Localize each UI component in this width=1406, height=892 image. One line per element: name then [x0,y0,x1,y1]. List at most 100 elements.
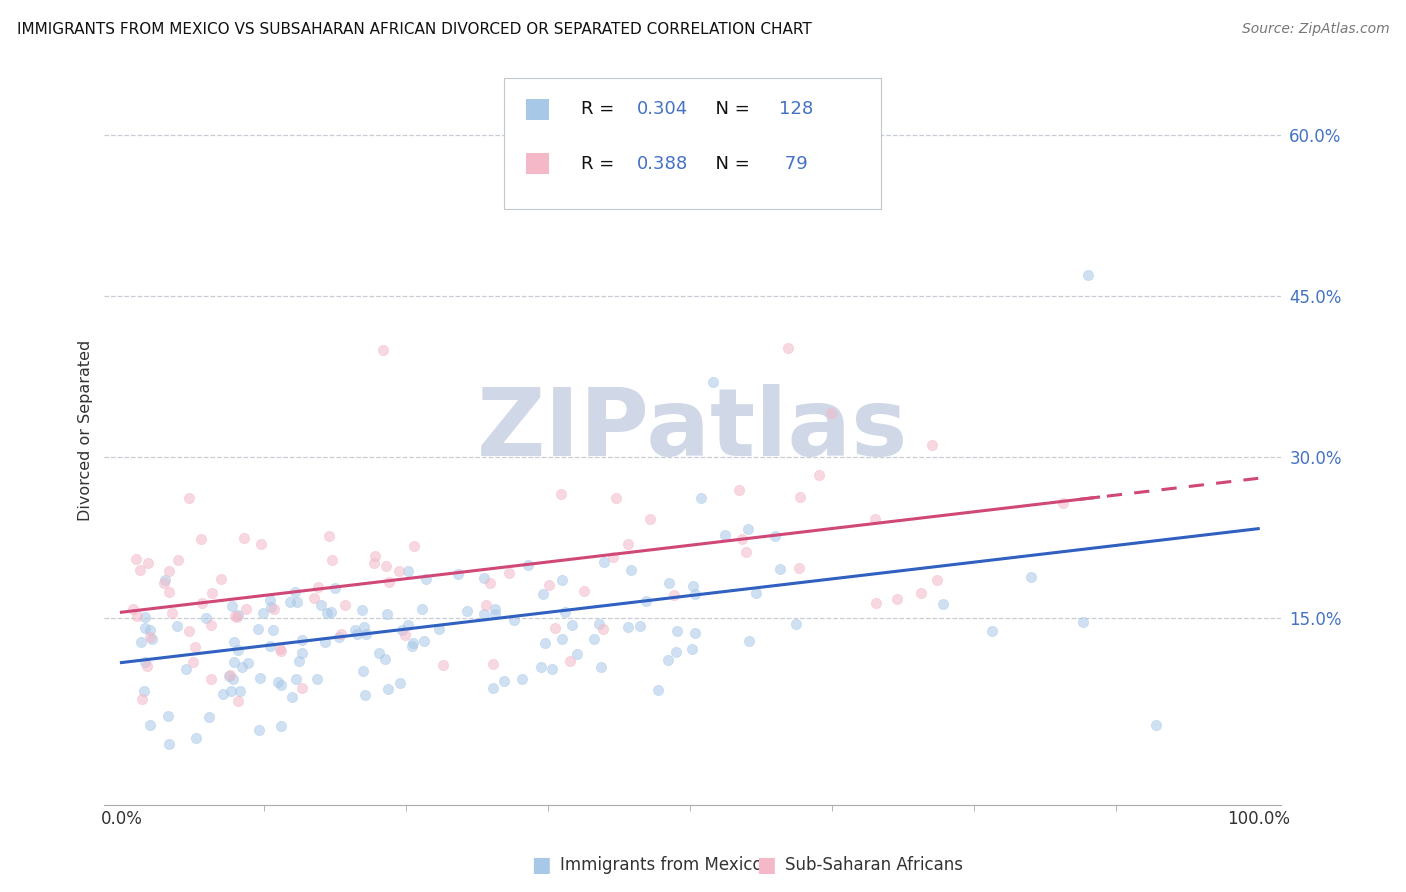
Point [249,671,271,685]
Point [226,607,249,622]
Point [820,406,842,420]
Point [174,662,197,676]
Point [371,343,394,357]
Point [281,690,304,704]
Text: N =: N = [704,100,756,118]
Point [375,607,398,621]
Text: 79: 79 [779,155,807,173]
Point [664,588,686,602]
Point [531,587,554,601]
Point [647,683,669,698]
Point [226,643,249,657]
Point [1144,717,1167,731]
Point [927,573,949,587]
Point [456,604,478,618]
Point [682,579,704,593]
Y-axis label: Divorced or Separated: Divorced or Separated [79,340,93,521]
Point [591,659,613,673]
Point [166,619,188,633]
Point [602,549,624,564]
Point [558,654,581,668]
Point [311,598,333,612]
Point [181,655,204,669]
Point [177,491,200,505]
Point [588,617,610,632]
Point [184,731,207,746]
Point [474,598,496,612]
Point [321,552,343,566]
Point [932,598,955,612]
Point [229,684,252,698]
Point [179,624,201,639]
Text: 128: 128 [779,100,813,118]
Point [328,630,350,644]
Point [482,657,505,671]
Point [427,622,450,636]
Text: ■: ■ [756,855,776,875]
Point [278,595,301,609]
Point [394,627,416,641]
Point [224,655,246,669]
Point [745,586,768,600]
Text: IMMIGRANTS FROM MEXICO VS SUBSAHARAN AFRICAN DIVORCED OR SEPARATED CORRELATION C: IMMIGRANTS FROM MEXICO VS SUBSAHARAN AFR… [17,22,811,37]
Point [353,688,375,702]
Point [530,660,553,674]
Point [219,684,242,698]
Point [330,626,353,640]
Point [415,573,437,587]
Point [538,578,561,592]
Point [683,586,706,600]
Point [1077,268,1099,282]
Point [290,632,312,647]
Point [314,635,336,649]
Point [412,634,434,648]
Point [714,527,737,541]
Point [259,640,281,654]
Point [235,602,257,616]
Point [396,564,419,578]
Point [260,599,283,614]
Point [389,675,412,690]
Point [785,617,807,632]
Point [343,624,366,638]
Point [231,660,253,674]
Point [484,607,506,621]
Point [533,636,555,650]
Point [211,687,233,701]
Point [396,618,419,632]
Point [127,608,149,623]
Text: R =: R = [581,100,620,118]
Point [195,611,218,625]
Point [307,580,329,594]
Point [134,621,156,635]
Point [388,565,411,579]
Point [921,438,943,452]
Point [665,624,688,639]
Point [377,575,399,590]
Point [218,669,240,683]
Point [209,572,232,586]
Point [702,375,724,389]
Text: Immigrants from Mexico: Immigrants from Mexico [560,856,762,874]
Point [658,575,681,590]
Point [262,623,284,637]
Point [222,672,245,686]
Point [134,684,156,698]
Point [135,659,157,673]
Point [247,622,270,636]
Point [690,491,713,505]
Point [561,618,583,632]
Point [368,647,391,661]
Text: 0.388: 0.388 [637,155,689,173]
Point [269,642,291,657]
Point [787,561,810,575]
Point [350,603,373,617]
Point [138,623,160,637]
Point [288,654,311,668]
Point [259,592,281,607]
Point [128,563,150,577]
Point [352,665,374,679]
Point [129,635,152,649]
Point [134,610,156,624]
Point [200,586,222,600]
